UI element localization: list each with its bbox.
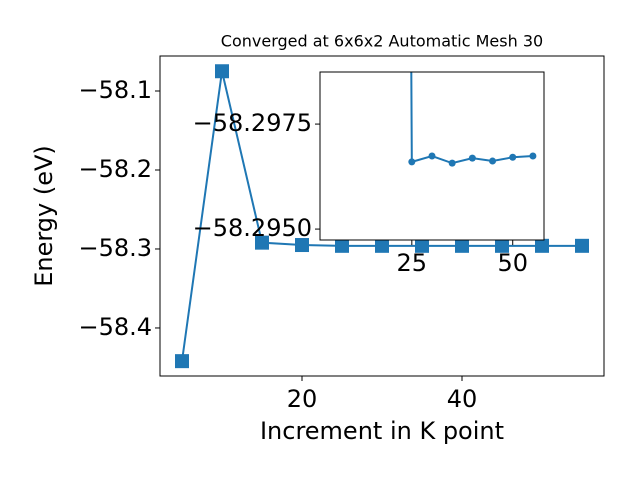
y-tick-label: −58.1	[78, 76, 152, 104]
data-point	[255, 235, 269, 250]
y-tick-label: −58.2	[78, 155, 152, 183]
data-point	[375, 238, 389, 253]
data-point	[175, 354, 189, 369]
data-point	[535, 238, 549, 253]
x-axis-label: Increment in K point	[260, 417, 504, 445]
data-point	[215, 64, 229, 79]
x-tick-label: 40	[447, 385, 478, 413]
plot-area	[175, 64, 589, 369]
y-tick-label: −58.2950	[193, 214, 312, 242]
axes-frame	[319, 71, 545, 241]
data-point	[335, 238, 349, 253]
data-point	[529, 152, 537, 160]
data-point	[455, 238, 469, 253]
data-point	[408, 158, 416, 166]
x-tick-label: 25	[397, 249, 428, 277]
plot-area	[408, 72, 537, 167]
axes-frame	[159, 55, 605, 377]
data-point	[428, 152, 436, 160]
data-point	[495, 238, 509, 253]
chart-title: Converged at 6x6x2 Automatic Mesh 30	[221, 32, 543, 51]
data-point	[575, 238, 589, 253]
data-point	[509, 153, 517, 161]
x-tick-label: 50	[497, 249, 528, 277]
data-point	[468, 154, 476, 162]
data-point	[415, 238, 429, 253]
y-tick-label: −58.3	[78, 234, 152, 262]
y-axis-label: Energy (eV)	[30, 145, 58, 287]
y-tick-label: −58.4	[78, 313, 152, 341]
data-point	[448, 159, 456, 167]
data-point	[295, 238, 309, 253]
data-point	[489, 157, 497, 165]
x-tick-label: 20	[287, 385, 318, 413]
y-tick-label: −58.2975	[193, 109, 312, 137]
